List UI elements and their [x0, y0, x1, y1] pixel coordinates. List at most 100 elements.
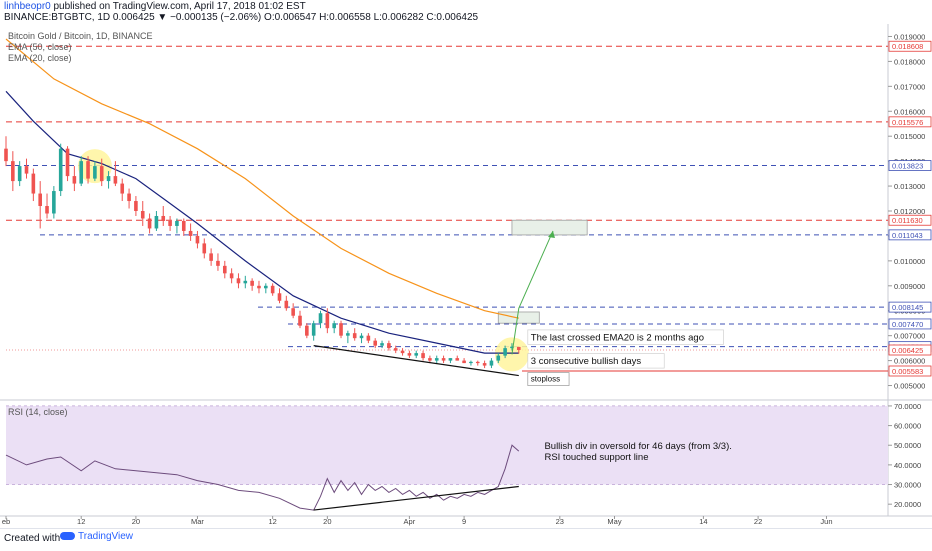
rsi-legend: RSI (14, close) [8, 407, 68, 417]
candle-body [209, 253, 213, 261]
candle-body [496, 355, 501, 361]
created-with-text: Created with [4, 533, 61, 544]
candle-body [195, 235, 200, 244]
price-level-label: 0.018608 [892, 42, 923, 51]
price-level-badge [888, 344, 932, 356]
candle-body [168, 220, 172, 226]
price-tick-label: 0.012000 [894, 207, 925, 216]
candle-body [38, 193, 42, 207]
candle-body [291, 308, 295, 316]
candle-body [332, 323, 336, 329]
time-tick-label: 20 [323, 517, 331, 526]
target-arrow-head [547, 230, 555, 238]
candle-body [24, 166, 29, 174]
rsi-annotation-text: Bullish div in oversold for 46 days (fro… [544, 441, 731, 452]
ema50-line [5, 38, 519, 319]
candle-body [462, 360, 466, 364]
price-level-label: 0.015576 [892, 118, 923, 127]
time-tick-label: 9 [462, 517, 466, 526]
candle-body [79, 161, 84, 184]
time-tick-label: 12 [77, 517, 85, 526]
tradingview-logo[interactable]: TradingView [60, 531, 133, 542]
candle-body [99, 166, 104, 182]
rsi-line [5, 444, 520, 511]
candle-body [250, 280, 254, 286]
price-level-label: 0.011043 [892, 231, 923, 240]
candle-body [318, 313, 323, 324]
chart-canvas[interactable]: 0.019000 0.018000 0.017000 0.016000 0.015000… [0, 0, 932, 528]
annotation-box [527, 372, 570, 386]
time-tick-label: Jun [820, 517, 832, 526]
rsi-support-line [313, 485, 519, 511]
ema20-line [5, 90, 519, 354]
author-link[interactable]: linhbeopr0 [4, 1, 51, 12]
rsi-tick-label: 70.0000 [894, 402, 921, 411]
candle-body [346, 333, 350, 336]
price-tick-label: 0.010000 [894, 257, 925, 266]
candle-body [277, 293, 282, 301]
time-tick-label: eb [2, 517, 10, 526]
ema20-legend: EMA (20, close) [8, 53, 72, 63]
price-level-label: 0.011630 [892, 216, 923, 225]
candle-body [264, 285, 268, 289]
price-level-label: 0.008145 [892, 303, 923, 312]
candle-body [298, 315, 302, 326]
candle-body [387, 343, 391, 349]
candle-body [134, 201, 138, 211]
price-level-badge [888, 40, 932, 52]
price-level-badge [888, 160, 932, 171]
target-arrow [511, 230, 554, 355]
candle-body [216, 260, 220, 266]
candle-body [393, 348, 398, 351]
annotation-text: stoploss [531, 375, 560, 384]
candle-body [181, 220, 186, 231]
candle-body [482, 363, 487, 366]
candle-body [414, 353, 419, 356]
time-tick-label: 14 [699, 517, 707, 526]
candle-body [475, 361, 480, 364]
candle-body [510, 346, 514, 349]
candle-body [106, 176, 111, 182]
candle-body [448, 358, 453, 361]
candle-body [175, 220, 179, 226]
candle-body [72, 176, 77, 184]
time-tick-label: May [607, 517, 621, 526]
candle-body [270, 285, 275, 294]
annotation-text: 3 consecutive bullish days [531, 356, 642, 367]
time-tick-label: 12 [268, 517, 276, 526]
ema50-legend: EMA (50, close) [8, 42, 72, 52]
price-pane [6, 24, 888, 398]
candle-body [120, 183, 125, 194]
candle-body [127, 193, 131, 202]
symbol-label: BINANCE:BTGBTC, 1D [4, 12, 111, 23]
published-text: published on TradingView.com, April 17, … [53, 1, 306, 12]
time-tick-label: 20 [132, 517, 140, 526]
rsi-tick-label: 30.0000 [894, 481, 921, 490]
candle-body [284, 300, 289, 309]
candle-body [161, 215, 166, 221]
price-tick-label: 0.019000 [894, 32, 925, 41]
price-tick-label: 0.016000 [894, 107, 925, 116]
price-support-line [313, 345, 519, 377]
rsi-tick-label: 40.0000 [894, 461, 921, 470]
time-tick-label: 23 [556, 517, 564, 526]
tradingview-cloud-icon [60, 532, 75, 541]
candle-body [441, 358, 446, 361]
price-level-label: 0.006425 [892, 346, 923, 355]
candle-body [65, 148, 70, 177]
rsi-tick-label: 20.0000 [894, 500, 921, 509]
price-level-badge [888, 318, 932, 330]
candle-body [17, 166, 22, 182]
candle-body [86, 161, 90, 179]
candle-body [140, 211, 145, 219]
price-tick-label: 0.005000 [894, 382, 925, 391]
annotation-box [527, 329, 724, 345]
annotation-text: The last crossed EMA20 is 2 months ago [531, 332, 704, 343]
candle-body [428, 358, 432, 361]
candle-body [11, 161, 15, 182]
candle-body [421, 353, 425, 359]
candle-body [366, 335, 371, 341]
candle-body [229, 273, 234, 279]
rsi-tick-label: 60.0000 [894, 422, 921, 431]
rsi-annotation-text: RSI touched support line [544, 452, 648, 463]
